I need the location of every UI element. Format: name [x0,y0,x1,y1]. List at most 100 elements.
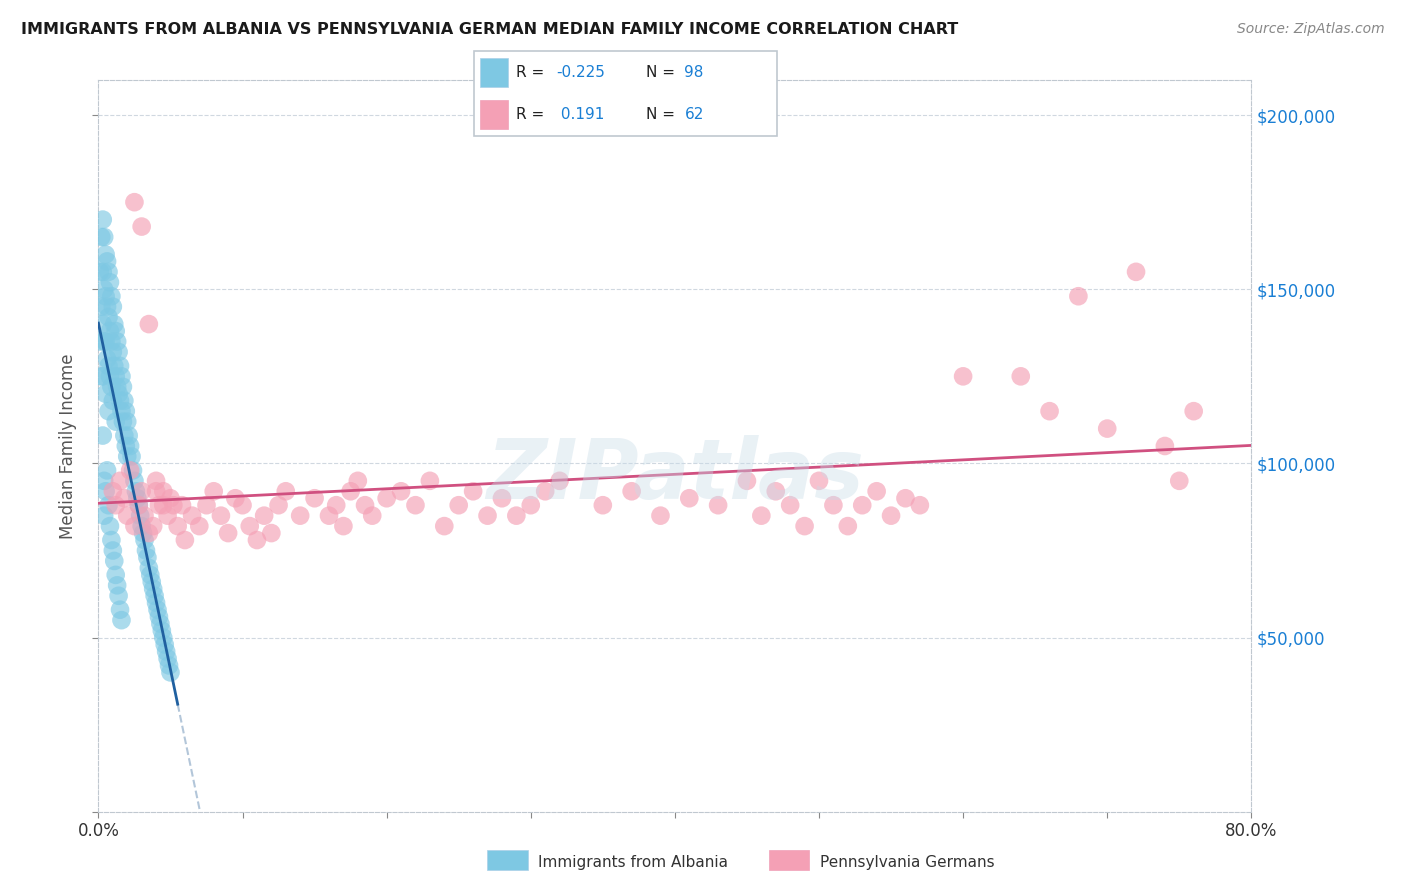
Point [112,393,135,408]
Point [148,498,170,512]
Point [823,498,845,512]
Point [142,519,165,533]
Point [107,386,129,401]
Point [231,498,254,512]
Point [100,289,122,303]
Text: 0.191: 0.191 [557,107,605,122]
Point [104,567,127,582]
Point [110,613,132,627]
Point [146,603,169,617]
Point [837,519,859,533]
Point [89,265,111,279]
Point [107,345,129,359]
Point [93,474,115,488]
Point [98,369,121,384]
Point [104,369,127,384]
Point [952,369,974,384]
Point [90,230,112,244]
Point [157,658,180,673]
Point [128,498,150,512]
Bar [488,850,527,870]
Bar [769,850,808,870]
Point [735,474,758,488]
Y-axis label: Median Family Income: Median Family Income [59,353,77,539]
Point [461,484,484,499]
Point [150,624,173,638]
Point [90,300,112,314]
Point [808,474,831,488]
Point [707,498,730,512]
Point [100,334,122,349]
Point [120,463,142,477]
Point [138,317,160,331]
Point [142,582,165,596]
Point [93,508,115,523]
Point [419,474,441,488]
Point [209,508,232,523]
Point [548,474,571,488]
Point [112,491,135,506]
Point [224,491,246,506]
Point [98,275,121,289]
Point [114,404,136,418]
Point [91,317,114,331]
Text: Pennsylvania Germans: Pennsylvania Germans [820,855,994,870]
Point [136,550,159,565]
Bar [481,100,508,129]
Text: R =: R = [516,107,548,122]
Point [104,498,127,512]
Point [145,474,167,488]
Point [152,631,174,645]
Point [174,533,197,547]
Point [97,404,120,418]
Point [361,508,384,523]
Point [195,498,218,512]
Point [155,644,177,658]
Point [120,439,142,453]
Point [1010,369,1032,384]
Point [97,498,120,512]
Point [678,491,700,506]
Point [94,386,117,401]
Point [105,380,128,394]
Point [1125,265,1147,279]
Point [239,519,262,533]
Point [108,359,131,373]
Point [751,508,773,523]
Point [112,428,135,442]
Point [96,254,118,268]
Text: R =: R = [516,65,548,80]
Point [246,533,269,547]
Point [122,463,145,477]
Point [188,519,211,533]
Point [159,665,181,680]
Point [91,428,114,442]
Point [274,484,297,499]
Point [118,428,141,442]
Text: N =: N = [645,107,679,122]
Point [447,498,470,512]
Point [124,474,146,488]
Bar [481,58,508,87]
Point [152,498,174,512]
Point [104,324,127,338]
Point [779,498,801,512]
Point [111,380,134,394]
Point [141,574,163,589]
Point [121,450,143,464]
Point [135,543,157,558]
Text: 62: 62 [685,107,704,122]
Point [332,519,354,533]
Point [145,596,167,610]
Point [131,219,153,234]
Point [592,498,614,512]
Point [354,498,377,512]
Point [851,498,873,512]
Point [104,415,127,429]
Point [101,393,124,408]
Point [145,484,167,499]
Point [91,369,114,384]
Point [290,508,312,523]
Point [491,491,513,506]
Text: ZIPatlas: ZIPatlas [486,434,863,516]
